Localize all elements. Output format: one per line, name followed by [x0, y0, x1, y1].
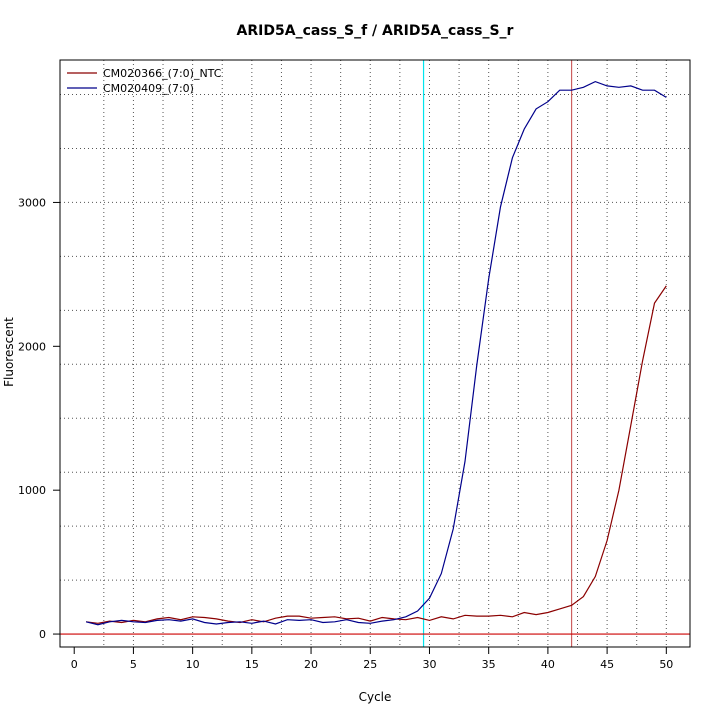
series-line	[86, 285, 667, 624]
y-tick-label: 0	[39, 628, 46, 641]
x-tick-label: 35	[482, 658, 496, 671]
x-axis: 0 5 10 15 20 25 30 35 40 45 50	[71, 646, 673, 671]
y-tick-label: 2000	[18, 340, 46, 353]
x-axis-label: Cycle	[359, 690, 392, 704]
series-group	[85, 80, 667, 626]
chart-title: ARID5A_cass_S_f / ARID5A_cass_S_r	[237, 23, 514, 39]
legend: CM020366_(7:0)_NTC CM020409_(7:0)	[67, 67, 222, 95]
x-tick-label: 30	[422, 658, 436, 671]
x-tick-label: 15	[245, 658, 259, 671]
grid	[60, 60, 690, 647]
x-tick-label: 5	[130, 658, 137, 671]
y-axis-label: Fluorescent	[2, 317, 16, 387]
y-axis: 0 1000 2000 3000	[18, 196, 60, 641]
x-tick-label: 45	[600, 658, 614, 671]
x-tick-label: 10	[186, 658, 200, 671]
x-tick-label: 50	[659, 658, 673, 671]
x-tick-label: 0	[71, 658, 78, 671]
series-line	[85, 80, 667, 626]
y-tick-label: 3000	[18, 196, 46, 209]
x-tick-label: 25	[363, 658, 377, 671]
x-tick-label: 20	[304, 658, 318, 671]
y-tick-label: 1000	[18, 484, 46, 497]
x-tick-label: 40	[541, 658, 555, 671]
legend-label: CM020366_(7:0)_NTC	[103, 67, 222, 80]
legend-label: CM020409_(7:0)	[103, 82, 194, 95]
reference-lines	[422, 60, 573, 647]
